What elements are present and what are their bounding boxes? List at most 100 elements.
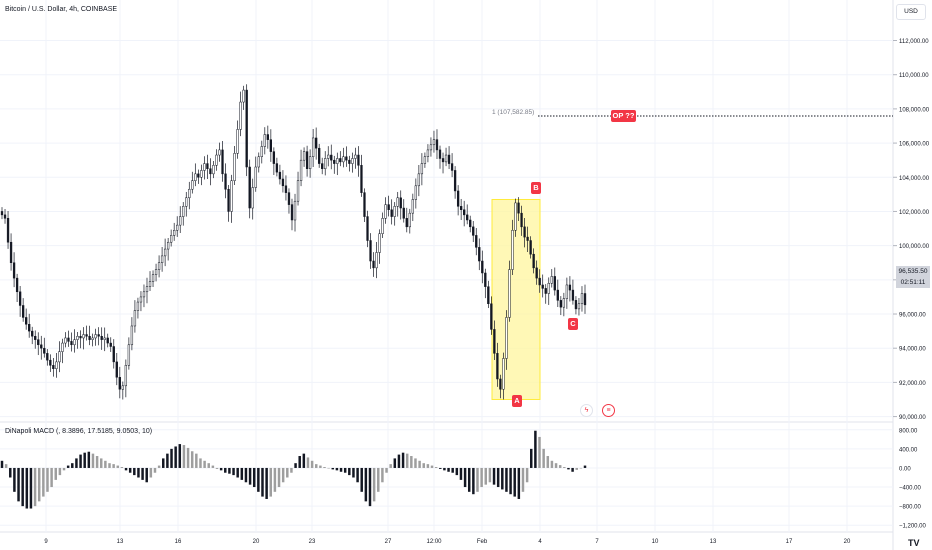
- candle-body: [103, 337, 106, 340]
- wave-c-badge[interactable]: C: [568, 318, 578, 330]
- currency-button[interactable]: USD: [896, 4, 926, 20]
- price-tick-label: 110,000.00: [899, 73, 929, 79]
- candle-body: [330, 154, 333, 161]
- candle-body: [6, 218, 10, 243]
- candle-body: [239, 101, 242, 130]
- time-tick-label: 12:00: [426, 539, 442, 545]
- candle-body: [230, 180, 233, 212]
- macd-bar: [240, 467, 244, 480]
- macd-bar: [455, 467, 459, 476]
- candle-body: [70, 341, 73, 346]
- candle-body: [227, 188, 230, 212]
- candle-body: [475, 235, 478, 248]
- macd-bar: [149, 467, 153, 478]
- us-flag-icon[interactable]: ≡: [602, 404, 615, 417]
- macd-bar: [4, 464, 8, 468]
- macd-bar: [277, 467, 281, 488]
- last-price-tag: 96,535.50 02:51:11: [896, 266, 930, 288]
- macd-bar: [91, 453, 95, 468]
- macd-bar: [422, 463, 425, 468]
- macd-axis[interactable]: −1,200.00 −800.00 −400.00 0.00 400.00 800.00: [899, 428, 927, 529]
- candle-body: [209, 168, 212, 175]
- time-axis[interactable]: 9 13 16 20 23 27 12:00 Feb 4 7 10 13 17 20: [44, 539, 851, 545]
- macd-bar: [327, 467, 330, 469]
- candle-body: [535, 267, 538, 279]
- candle-body: [287, 192, 291, 205]
- macd-bar: [162, 458, 165, 468]
- candle-body: [333, 159, 336, 164]
- candle-body: [25, 317, 28, 325]
- macd-bar: [302, 453, 306, 468]
- macd-bar: [182, 445, 186, 468]
- candle-body: [121, 385, 124, 390]
- macd-bar: [79, 454, 82, 468]
- tradingview-logo[interactable]: TV: [908, 538, 920, 548]
- candle-body: [46, 353, 49, 361]
- candle-body: [248, 166, 251, 209]
- macd-bar: [112, 464, 115, 468]
- macd-tick-label: 0.00: [899, 466, 911, 472]
- candle-body: [417, 173, 421, 187]
- candle-body: [538, 277, 541, 286]
- candle-body: [487, 286, 490, 305]
- candle-body: [79, 335, 82, 339]
- candle-body: [302, 151, 306, 161]
- macd-bar: [29, 467, 33, 509]
- candle-body: [191, 180, 194, 190]
- ab-highlight-zone[interactable]: [491, 198, 541, 400]
- macd-bar: [120, 467, 124, 468]
- macd-bar: [492, 467, 496, 485]
- macd-bar: [418, 460, 421, 468]
- macd-bar: [583, 465, 587, 468]
- candle-body: [206, 163, 209, 169]
- candle-body: [31, 330, 34, 337]
- candle-body: [58, 351, 61, 363]
- candle-body: [459, 206, 463, 210]
- time-tick-label: 13: [710, 539, 717, 545]
- macd-bar: [484, 467, 488, 485]
- macd-bar: [58, 467, 62, 476]
- candle-body: [185, 197, 188, 207]
- price-tick-label: 106,000.00: [899, 142, 930, 148]
- candle-body: [173, 230, 176, 236]
- candle-body: [375, 252, 378, 269]
- candle-body: [76, 335, 79, 340]
- chart-title: Bitcoin / U.S. Dollar, 4h, COINBASE: [5, 6, 118, 13]
- candle-body: [314, 137, 318, 149]
- candle-body: [402, 207, 405, 219]
- macd-bar: [257, 467, 260, 492]
- candle-body: [411, 199, 414, 214]
- wave-a-badge[interactable]: A: [512, 395, 522, 407]
- candle-body: [481, 260, 484, 274]
- macd-bar: [480, 467, 483, 488]
- macd-bar: [71, 463, 74, 468]
- candle-body: [372, 260, 375, 269]
- op-badge[interactable]: OP ??: [611, 110, 636, 122]
- candle-body: [257, 156, 260, 168]
- candle-body: [215, 154, 218, 166]
- price-axis[interactable]: 90,000.0092,000.0094,000.0096,000.0098,0…: [893, 39, 930, 421]
- time-tick-label: Feb: [477, 539, 488, 545]
- macd-bar: [426, 464, 430, 468]
- macd-bar: [335, 467, 339, 471]
- time-tick-label: 23: [309, 539, 316, 545]
- candle-body: [429, 144, 433, 151]
- macd-bar: [54, 467, 57, 480]
- macd-bar: [443, 467, 446, 471]
- time-tick-label: 10: [652, 539, 659, 545]
- candle-body: [484, 272, 487, 287]
- candle-body: [399, 197, 402, 209]
- macd-bar: [50, 467, 53, 488]
- candle-body: [52, 365, 55, 369]
- candle-body: [245, 89, 248, 168]
- flash-icon[interactable]: ϟ: [580, 404, 593, 417]
- candle-body: [321, 163, 324, 169]
- macd-bar: [513, 467, 516, 497]
- wave-b-badge[interactable]: B: [531, 182, 541, 194]
- candle-body: [339, 158, 342, 163]
- candle-body: [532, 253, 535, 269]
- candle-body: [360, 165, 363, 193]
- macd-tick-label: 400.00: [899, 447, 918, 453]
- candle-body: [55, 361, 58, 369]
